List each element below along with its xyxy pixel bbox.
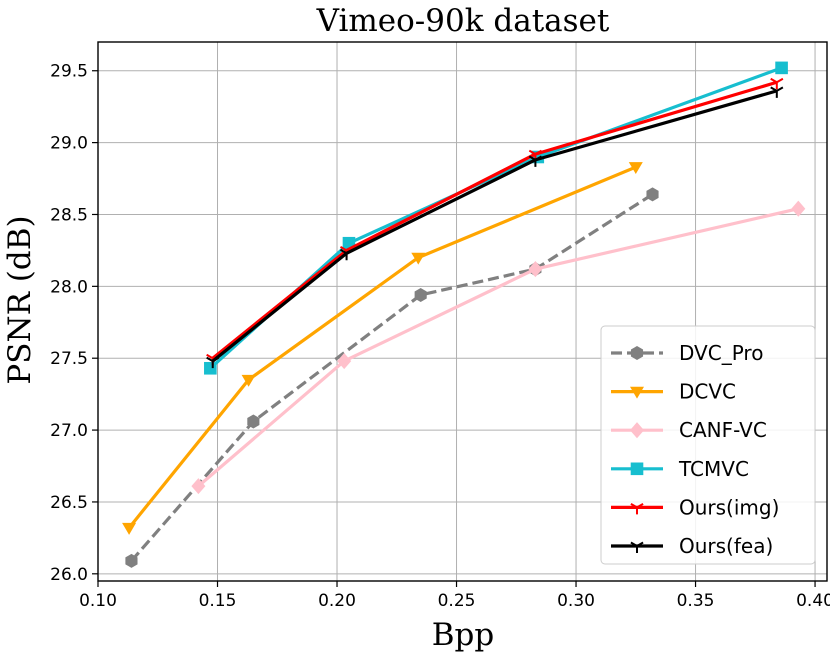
legend-label: DVC_Pro — [679, 341, 763, 365]
dcvc-point — [241, 374, 256, 387]
series-dvc-pro — [125, 187, 659, 568]
legend-item-canf-vc: CANF-VC — [611, 418, 767, 442]
y-tick-label: 26.5 — [50, 493, 88, 513]
y-tick-label: 29.0 — [50, 134, 88, 154]
y-tick-label: 27.5 — [50, 349, 88, 369]
axis-ticks: 0.10 0.15 0.20 0.25 0.30 0.35 0.40 26.0 26.5 27.0… — [50, 62, 830, 611]
y-tick-label: 29.5 — [50, 62, 88, 82]
dcvc-line — [127, 165, 637, 529]
y-tick-label: 28.5 — [50, 205, 88, 225]
legend-label: CANF-VC — [679, 418, 767, 442]
series-ours-fea — [206, 86, 784, 369]
y-tick-label: 26.0 — [50, 565, 88, 585]
legend-marker — [630, 462, 644, 476]
canf-vc-point — [337, 353, 352, 370]
tcmvc-point — [775, 61, 788, 75]
x-tick-label: 0.15 — [199, 591, 237, 611]
dcvc-point — [628, 162, 643, 175]
legend-label: TCMVC — [678, 457, 749, 481]
ours-fea-line — [211, 89, 778, 363]
ours-fea-point — [770, 86, 784, 98]
dvc-pro-line — [130, 193, 654, 562]
series-dcvc — [122, 162, 643, 535]
ours-fea-point — [339, 248, 354, 261]
x-tick-label: 0.20 — [318, 591, 356, 611]
series-ours-img — [206, 77, 784, 366]
tcmvc-point — [204, 361, 217, 375]
legend-label: Ours(img) — [679, 495, 779, 519]
x-tick-label: 0.35 — [677, 591, 715, 611]
x-axis-label: Bpp — [432, 617, 494, 653]
ours-fea-point — [206, 356, 220, 369]
y-tick-label: 27.0 — [50, 421, 88, 441]
legend-marker — [630, 422, 644, 439]
legend-marker — [630, 541, 644, 553]
dcvc-point — [122, 522, 137, 535]
legend-item-ours-fea: Ours(fea) — [611, 534, 773, 558]
ours-fea-point — [528, 155, 542, 167]
legend-marker — [630, 386, 644, 399]
series-lines — [122, 61, 806, 568]
legend-item-dvc-pro: DVC_Pro — [611, 341, 763, 365]
y-axis-label: PSNR (dB) — [2, 215, 38, 384]
legend-item-dcvc: DCVC — [611, 380, 736, 404]
canf-vc-point — [528, 261, 543, 278]
plot-area-frame — [97, 41, 828, 582]
legend-marker — [630, 346, 644, 360]
x-tick-label: 0.25 — [438, 591, 476, 611]
dvc-pro-point — [247, 414, 260, 429]
legend-item-ours-img: Ours(img) — [611, 495, 779, 519]
legend: DVC_Pro DCVC CANF-VC TCMVC Ours(img) Ours(fea… — [600, 325, 816, 565]
dvc-pro-point — [125, 553, 138, 568]
x-tick-label: 0.40 — [796, 591, 830, 611]
canf-vc-point — [191, 478, 206, 495]
x-tick-label: 0.10 — [79, 591, 117, 611]
canf-vc-line — [197, 207, 799, 488]
legend-label: DCVC — [679, 380, 736, 404]
ours-img-line — [211, 80, 778, 360]
chart-title: Vimeo-90k dataset — [316, 3, 610, 39]
dvc-pro-point — [646, 187, 659, 202]
ours-img-point — [770, 77, 784, 90]
series-canf-vc — [191, 200, 806, 495]
legend-box — [600, 325, 816, 565]
dcvc-point — [411, 252, 426, 265]
legend-marker — [630, 503, 644, 515]
x-tick-label: 0.30 — [557, 591, 595, 611]
canf-vc-point — [791, 200, 806, 217]
y-tick-label: 28.0 — [50, 277, 88, 297]
dvc-pro-point — [414, 287, 427, 302]
legend-label: Ours(fea) — [679, 534, 773, 558]
legend-item-tcmvc: TCMVC — [611, 457, 749, 481]
